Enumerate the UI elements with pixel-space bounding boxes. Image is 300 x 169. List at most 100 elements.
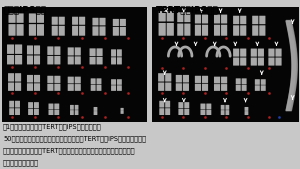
FancyBboxPatch shape — [15, 73, 21, 82]
FancyBboxPatch shape — [202, 25, 208, 36]
FancyBboxPatch shape — [233, 57, 239, 66]
Text: 50回以上継代して維持した野生型およびにTERT欠損iPS細胞の染色体。: 50回以上継代して維持した野生型およびにTERT欠損iPS細胞の染色体。 — [3, 135, 146, 142]
FancyBboxPatch shape — [240, 25, 246, 36]
FancyBboxPatch shape — [259, 16, 266, 24]
FancyBboxPatch shape — [27, 55, 33, 64]
FancyBboxPatch shape — [214, 84, 220, 91]
FancyBboxPatch shape — [9, 108, 14, 115]
FancyBboxPatch shape — [68, 84, 74, 91]
FancyBboxPatch shape — [16, 24, 24, 36]
FancyBboxPatch shape — [176, 75, 182, 82]
FancyBboxPatch shape — [202, 76, 208, 83]
FancyBboxPatch shape — [159, 101, 164, 107]
Text: 野生型iPS細胞: 野生型iPS細胞 — [3, 6, 46, 15]
FancyBboxPatch shape — [75, 47, 81, 55]
FancyBboxPatch shape — [259, 25, 266, 36]
FancyBboxPatch shape — [52, 17, 58, 25]
FancyBboxPatch shape — [258, 49, 264, 57]
FancyBboxPatch shape — [59, 26, 65, 36]
FancyBboxPatch shape — [268, 49, 274, 57]
FancyBboxPatch shape — [183, 75, 189, 82]
FancyBboxPatch shape — [159, 108, 164, 115]
FancyBboxPatch shape — [37, 24, 44, 36]
FancyBboxPatch shape — [121, 111, 124, 114]
FancyBboxPatch shape — [72, 17, 78, 25]
FancyBboxPatch shape — [221, 25, 227, 36]
FancyBboxPatch shape — [15, 55, 22, 64]
FancyBboxPatch shape — [195, 76, 201, 83]
FancyBboxPatch shape — [159, 23, 166, 36]
FancyBboxPatch shape — [75, 84, 81, 91]
FancyBboxPatch shape — [225, 105, 229, 110]
FancyBboxPatch shape — [15, 82, 21, 91]
FancyBboxPatch shape — [54, 110, 59, 115]
FancyBboxPatch shape — [251, 57, 257, 66]
FancyBboxPatch shape — [233, 49, 239, 57]
FancyBboxPatch shape — [158, 73, 164, 82]
FancyBboxPatch shape — [240, 49, 246, 57]
Text: 図1、野生型およびにTERT欠損iPS細胞の染色体: 図1、野生型およびにTERT欠損iPS細胞の染色体 — [3, 123, 102, 130]
FancyBboxPatch shape — [52, 26, 58, 36]
FancyBboxPatch shape — [165, 101, 170, 107]
FancyBboxPatch shape — [242, 85, 247, 91]
FancyBboxPatch shape — [16, 13, 24, 23]
FancyBboxPatch shape — [117, 85, 122, 91]
FancyBboxPatch shape — [221, 15, 227, 23]
FancyBboxPatch shape — [200, 104, 206, 109]
FancyBboxPatch shape — [91, 85, 96, 91]
FancyBboxPatch shape — [113, 27, 119, 36]
FancyBboxPatch shape — [268, 57, 274, 66]
FancyBboxPatch shape — [111, 49, 116, 57]
FancyBboxPatch shape — [75, 56, 81, 64]
FancyBboxPatch shape — [255, 85, 260, 91]
FancyBboxPatch shape — [92, 26, 98, 36]
FancyBboxPatch shape — [34, 75, 40, 82]
FancyBboxPatch shape — [195, 15, 201, 23]
FancyBboxPatch shape — [89, 48, 96, 56]
FancyBboxPatch shape — [240, 57, 246, 66]
FancyBboxPatch shape — [183, 83, 189, 91]
FancyBboxPatch shape — [47, 76, 53, 83]
FancyBboxPatch shape — [94, 111, 98, 115]
FancyBboxPatch shape — [34, 109, 39, 115]
FancyBboxPatch shape — [176, 83, 182, 91]
FancyBboxPatch shape — [184, 102, 189, 108]
FancyBboxPatch shape — [92, 18, 98, 25]
FancyBboxPatch shape — [225, 110, 229, 115]
FancyBboxPatch shape — [178, 109, 183, 115]
FancyBboxPatch shape — [8, 24, 16, 36]
FancyBboxPatch shape — [34, 83, 40, 91]
FancyBboxPatch shape — [97, 85, 101, 91]
FancyBboxPatch shape — [68, 56, 74, 64]
FancyBboxPatch shape — [97, 78, 101, 84]
FancyBboxPatch shape — [251, 49, 257, 57]
FancyBboxPatch shape — [214, 15, 220, 23]
FancyBboxPatch shape — [49, 110, 53, 115]
FancyBboxPatch shape — [70, 110, 74, 115]
FancyBboxPatch shape — [206, 110, 211, 115]
FancyBboxPatch shape — [27, 75, 33, 82]
FancyBboxPatch shape — [15, 108, 20, 115]
FancyBboxPatch shape — [221, 110, 225, 115]
FancyBboxPatch shape — [91, 78, 96, 84]
FancyBboxPatch shape — [202, 15, 208, 23]
FancyBboxPatch shape — [27, 83, 33, 91]
FancyBboxPatch shape — [184, 12, 190, 22]
FancyBboxPatch shape — [49, 104, 53, 109]
FancyBboxPatch shape — [113, 19, 119, 26]
FancyBboxPatch shape — [165, 108, 170, 115]
FancyBboxPatch shape — [244, 107, 248, 111]
FancyBboxPatch shape — [252, 25, 258, 36]
FancyBboxPatch shape — [111, 57, 116, 64]
FancyBboxPatch shape — [158, 82, 164, 91]
FancyBboxPatch shape — [111, 85, 116, 91]
FancyBboxPatch shape — [59, 17, 65, 25]
FancyBboxPatch shape — [244, 111, 248, 115]
FancyBboxPatch shape — [167, 23, 174, 36]
FancyBboxPatch shape — [37, 13, 44, 23]
FancyBboxPatch shape — [75, 105, 79, 110]
FancyBboxPatch shape — [233, 25, 239, 36]
FancyBboxPatch shape — [15, 101, 20, 107]
FancyBboxPatch shape — [111, 79, 116, 85]
FancyBboxPatch shape — [28, 102, 33, 108]
